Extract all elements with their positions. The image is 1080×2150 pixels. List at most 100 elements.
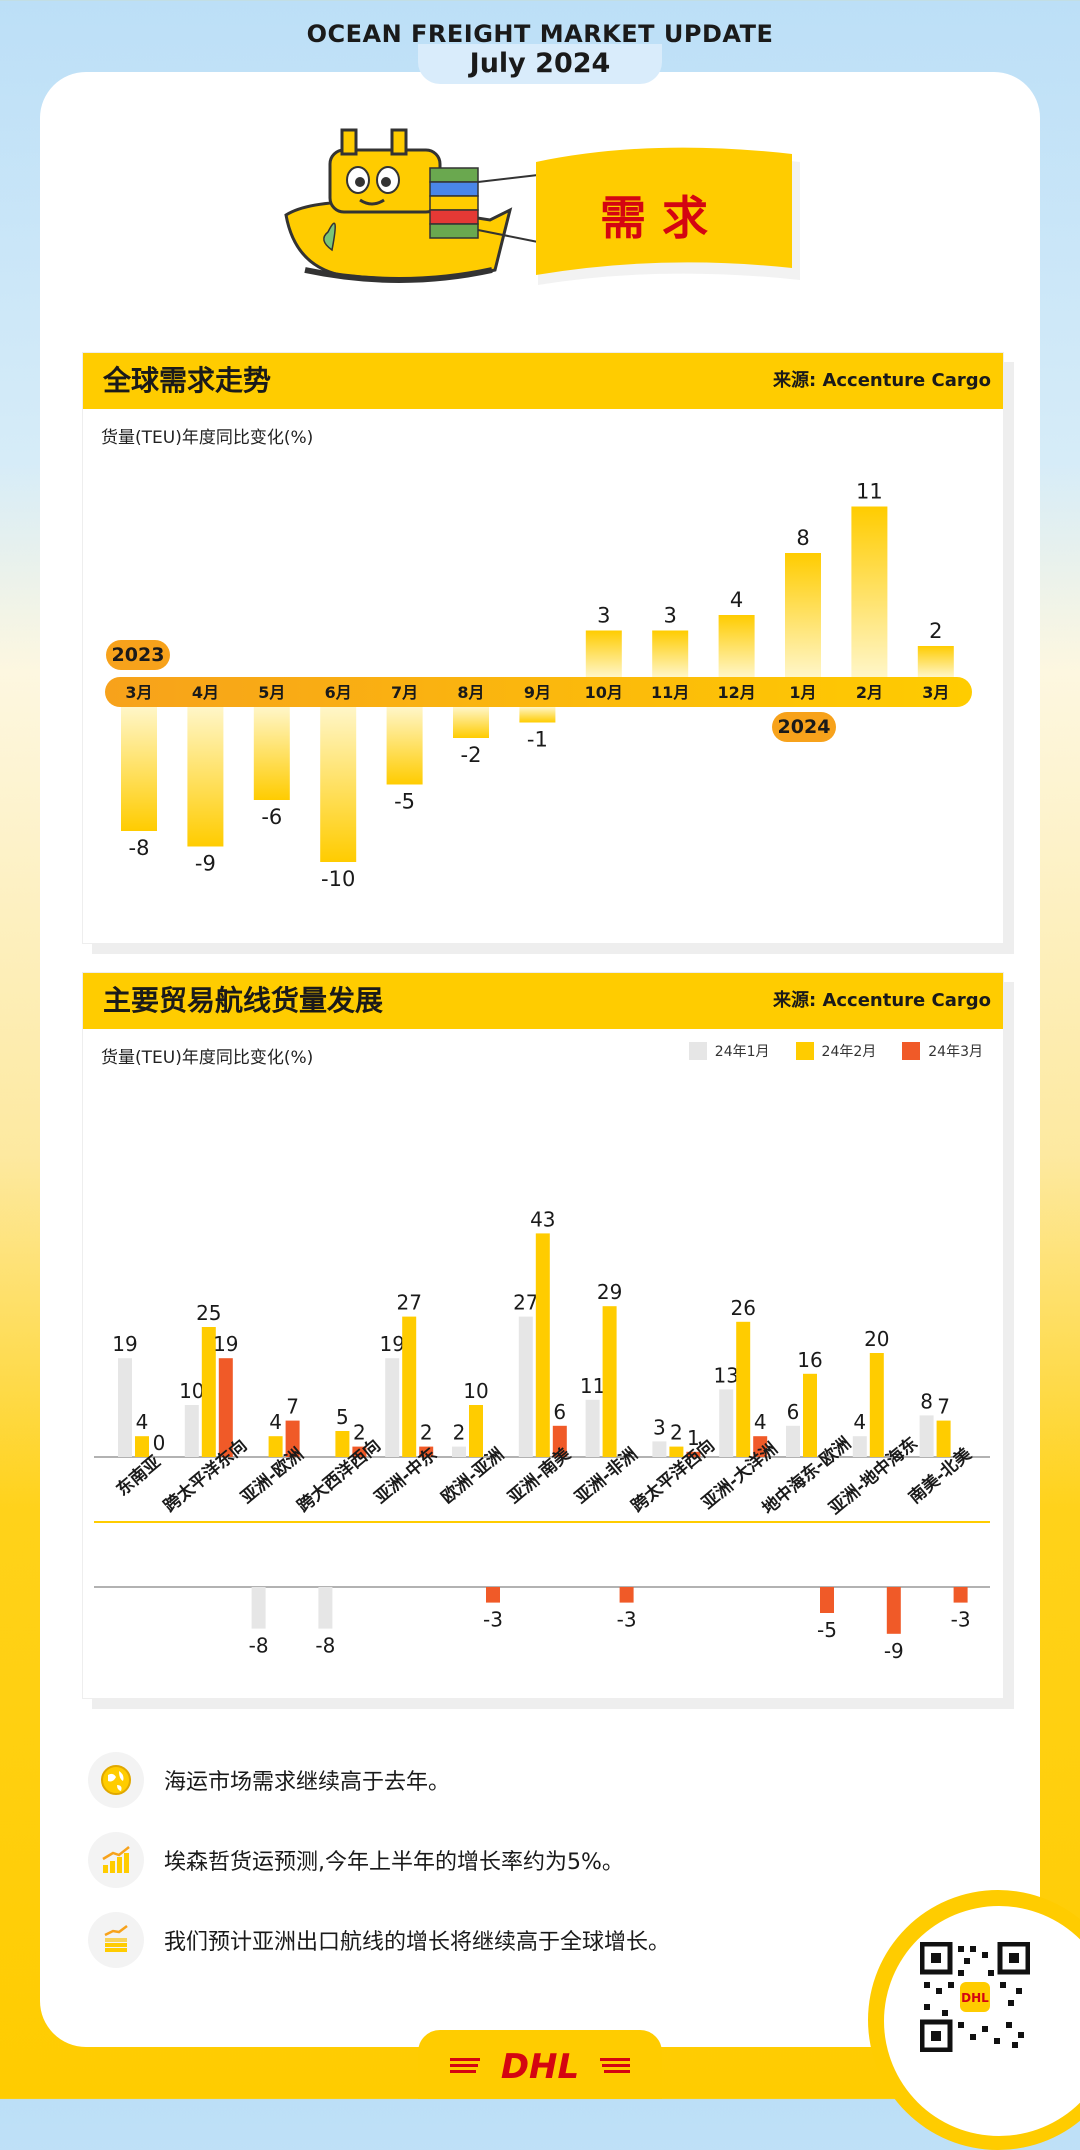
bar	[851, 506, 888, 677]
bar	[518, 1316, 533, 1457]
year-start-badge	[106, 640, 170, 670]
data-label: -9	[195, 852, 216, 876]
data-label: -8	[315, 1634, 335, 1658]
banner-label: 需 求	[600, 191, 709, 245]
data-label: 26	[730, 1296, 755, 1320]
data-label: -5	[394, 790, 415, 814]
bar	[785, 553, 821, 677]
data-label: 6	[787, 1400, 800, 1424]
svg-text:DHL: DHL	[961, 1991, 989, 2005]
bar	[469, 1405, 483, 1457]
bar	[917, 646, 954, 677]
bar	[686, 1451, 701, 1457]
growth-chart-icon	[88, 1832, 144, 1888]
trade-lane-chart: 1940东南亚102519跨太平洋东向-847亚洲-欧洲-852跨大西洋西向19…	[94, 1207, 990, 1663]
note-text: 埃森哲货运预测,今年上半年的增长率约为5%。	[164, 1850, 624, 1875]
data-label: 27	[396, 1291, 421, 1315]
data-label: 4	[269, 1410, 282, 1434]
data-label: -1	[527, 728, 548, 752]
bar	[669, 1446, 684, 1457]
data-label: -10	[321, 867, 355, 891]
data-label: 0	[153, 1431, 166, 1455]
month-tick-label: 2月	[856, 683, 883, 702]
note-item: 埃森哲货运预测,今年上半年的增长率约为5%。	[88, 1832, 624, 1888]
bar	[652, 1441, 667, 1457]
bar	[419, 1446, 434, 1457]
data-label: 2	[353, 1421, 366, 1445]
note-text: 我们预计亚洲出口航线的增长将继续高于全球增长。	[164, 1930, 671, 1955]
bar	[552, 1425, 567, 1457]
globe-icon	[88, 1752, 144, 1808]
year-start-label: 2023	[112, 644, 165, 666]
bar	[318, 1587, 333, 1629]
month-tick-label: 5月	[258, 683, 285, 702]
data-label: -9	[884, 1639, 904, 1663]
bar	[886, 1587, 901, 1634]
bar	[118, 1358, 132, 1457]
bar	[352, 1446, 367, 1457]
month-tick-label: 8月	[457, 683, 484, 702]
month-axis-band	[105, 677, 972, 707]
bar	[936, 1420, 951, 1457]
ship-banner-illustration	[284, 128, 800, 285]
data-label: 2	[453, 1421, 466, 1445]
data-label: 7	[937, 1395, 950, 1419]
data-label: 3	[664, 604, 677, 628]
data-label: 4	[754, 1410, 767, 1434]
data-label: 13	[713, 1363, 738, 1387]
data-label: 2	[670, 1421, 683, 1445]
qr-code-icon[interactable]: DHL	[920, 1942, 1030, 2052]
bar	[585, 1399, 600, 1457]
footer-logo: DHL	[501, 2047, 579, 2087]
bar	[386, 707, 423, 785]
month-tick-label: 3月	[125, 683, 152, 702]
y-axis-label: 货量(TEU)年度同比变化(%)	[101, 428, 314, 448]
data-label: -8	[129, 836, 150, 860]
bar	[602, 1306, 617, 1457]
data-label: 3	[653, 1415, 666, 1439]
bar	[453, 707, 489, 738]
header-title: OCEAN FREIGHT MARKET UPDATE	[306, 20, 774, 48]
bar	[919, 1415, 934, 1457]
data-label: 4	[730, 588, 743, 612]
trade-lane-panel: 主要贸易航线货量发展 来源: Accenture Cargo 货量(TEU)年度…	[82, 972, 1004, 1699]
note-item: 我们预计亚洲出口航线的增长将继续高于全球增长。	[88, 1912, 670, 1968]
data-label: 27	[513, 1291, 538, 1315]
month-tick-label: 9月	[524, 683, 551, 702]
bar	[820, 1587, 834, 1613]
month-tick-label: 6月	[325, 683, 352, 702]
bar	[718, 615, 755, 677]
data-label: -8	[249, 1634, 269, 1658]
data-label: 10	[179, 1379, 204, 1403]
month-tick-label: 12月	[717, 683, 755, 702]
bar	[803, 1373, 817, 1457]
panel-source: 来源: Accenture Cargo	[772, 990, 991, 1011]
global-demand-panel: 全球需求走势 来源: Accenture Cargo 货量(TEU)年度同比变化…	[82, 352, 1004, 944]
note-text: 海运市场需求继续高于去年。	[164, 1770, 451, 1795]
bar	[486, 1587, 500, 1603]
bar	[335, 1431, 350, 1457]
data-label: -6	[261, 805, 282, 829]
data-label: 4	[853, 1410, 866, 1434]
note-item: 海运市场需求继续高于去年。	[88, 1752, 450, 1808]
bar	[852, 1436, 867, 1457]
data-label: 19	[379, 1332, 404, 1356]
bar	[869, 1353, 884, 1457]
bar	[251, 1587, 266, 1629]
data-label: 11	[856, 480, 883, 504]
data-label: -2	[461, 743, 482, 767]
year-end-badge	[772, 712, 836, 742]
legend-swatch	[902, 1042, 921, 1060]
bar	[253, 707, 290, 800]
data-label: 19	[213, 1332, 238, 1356]
data-label: 8	[796, 526, 809, 550]
y-axis-label: 货量(TEU)年度同比变化(%)	[101, 1048, 314, 1068]
data-label: 8	[920, 1389, 933, 1413]
data-label: 19	[112, 1332, 137, 1356]
month-tick-label: 3月	[922, 683, 949, 702]
panel-title: 全球需求走势	[103, 364, 272, 397]
data-label: 4	[136, 1410, 149, 1434]
bar	[953, 1587, 968, 1603]
bar	[218, 1358, 233, 1457]
bar	[452, 1446, 466, 1457]
